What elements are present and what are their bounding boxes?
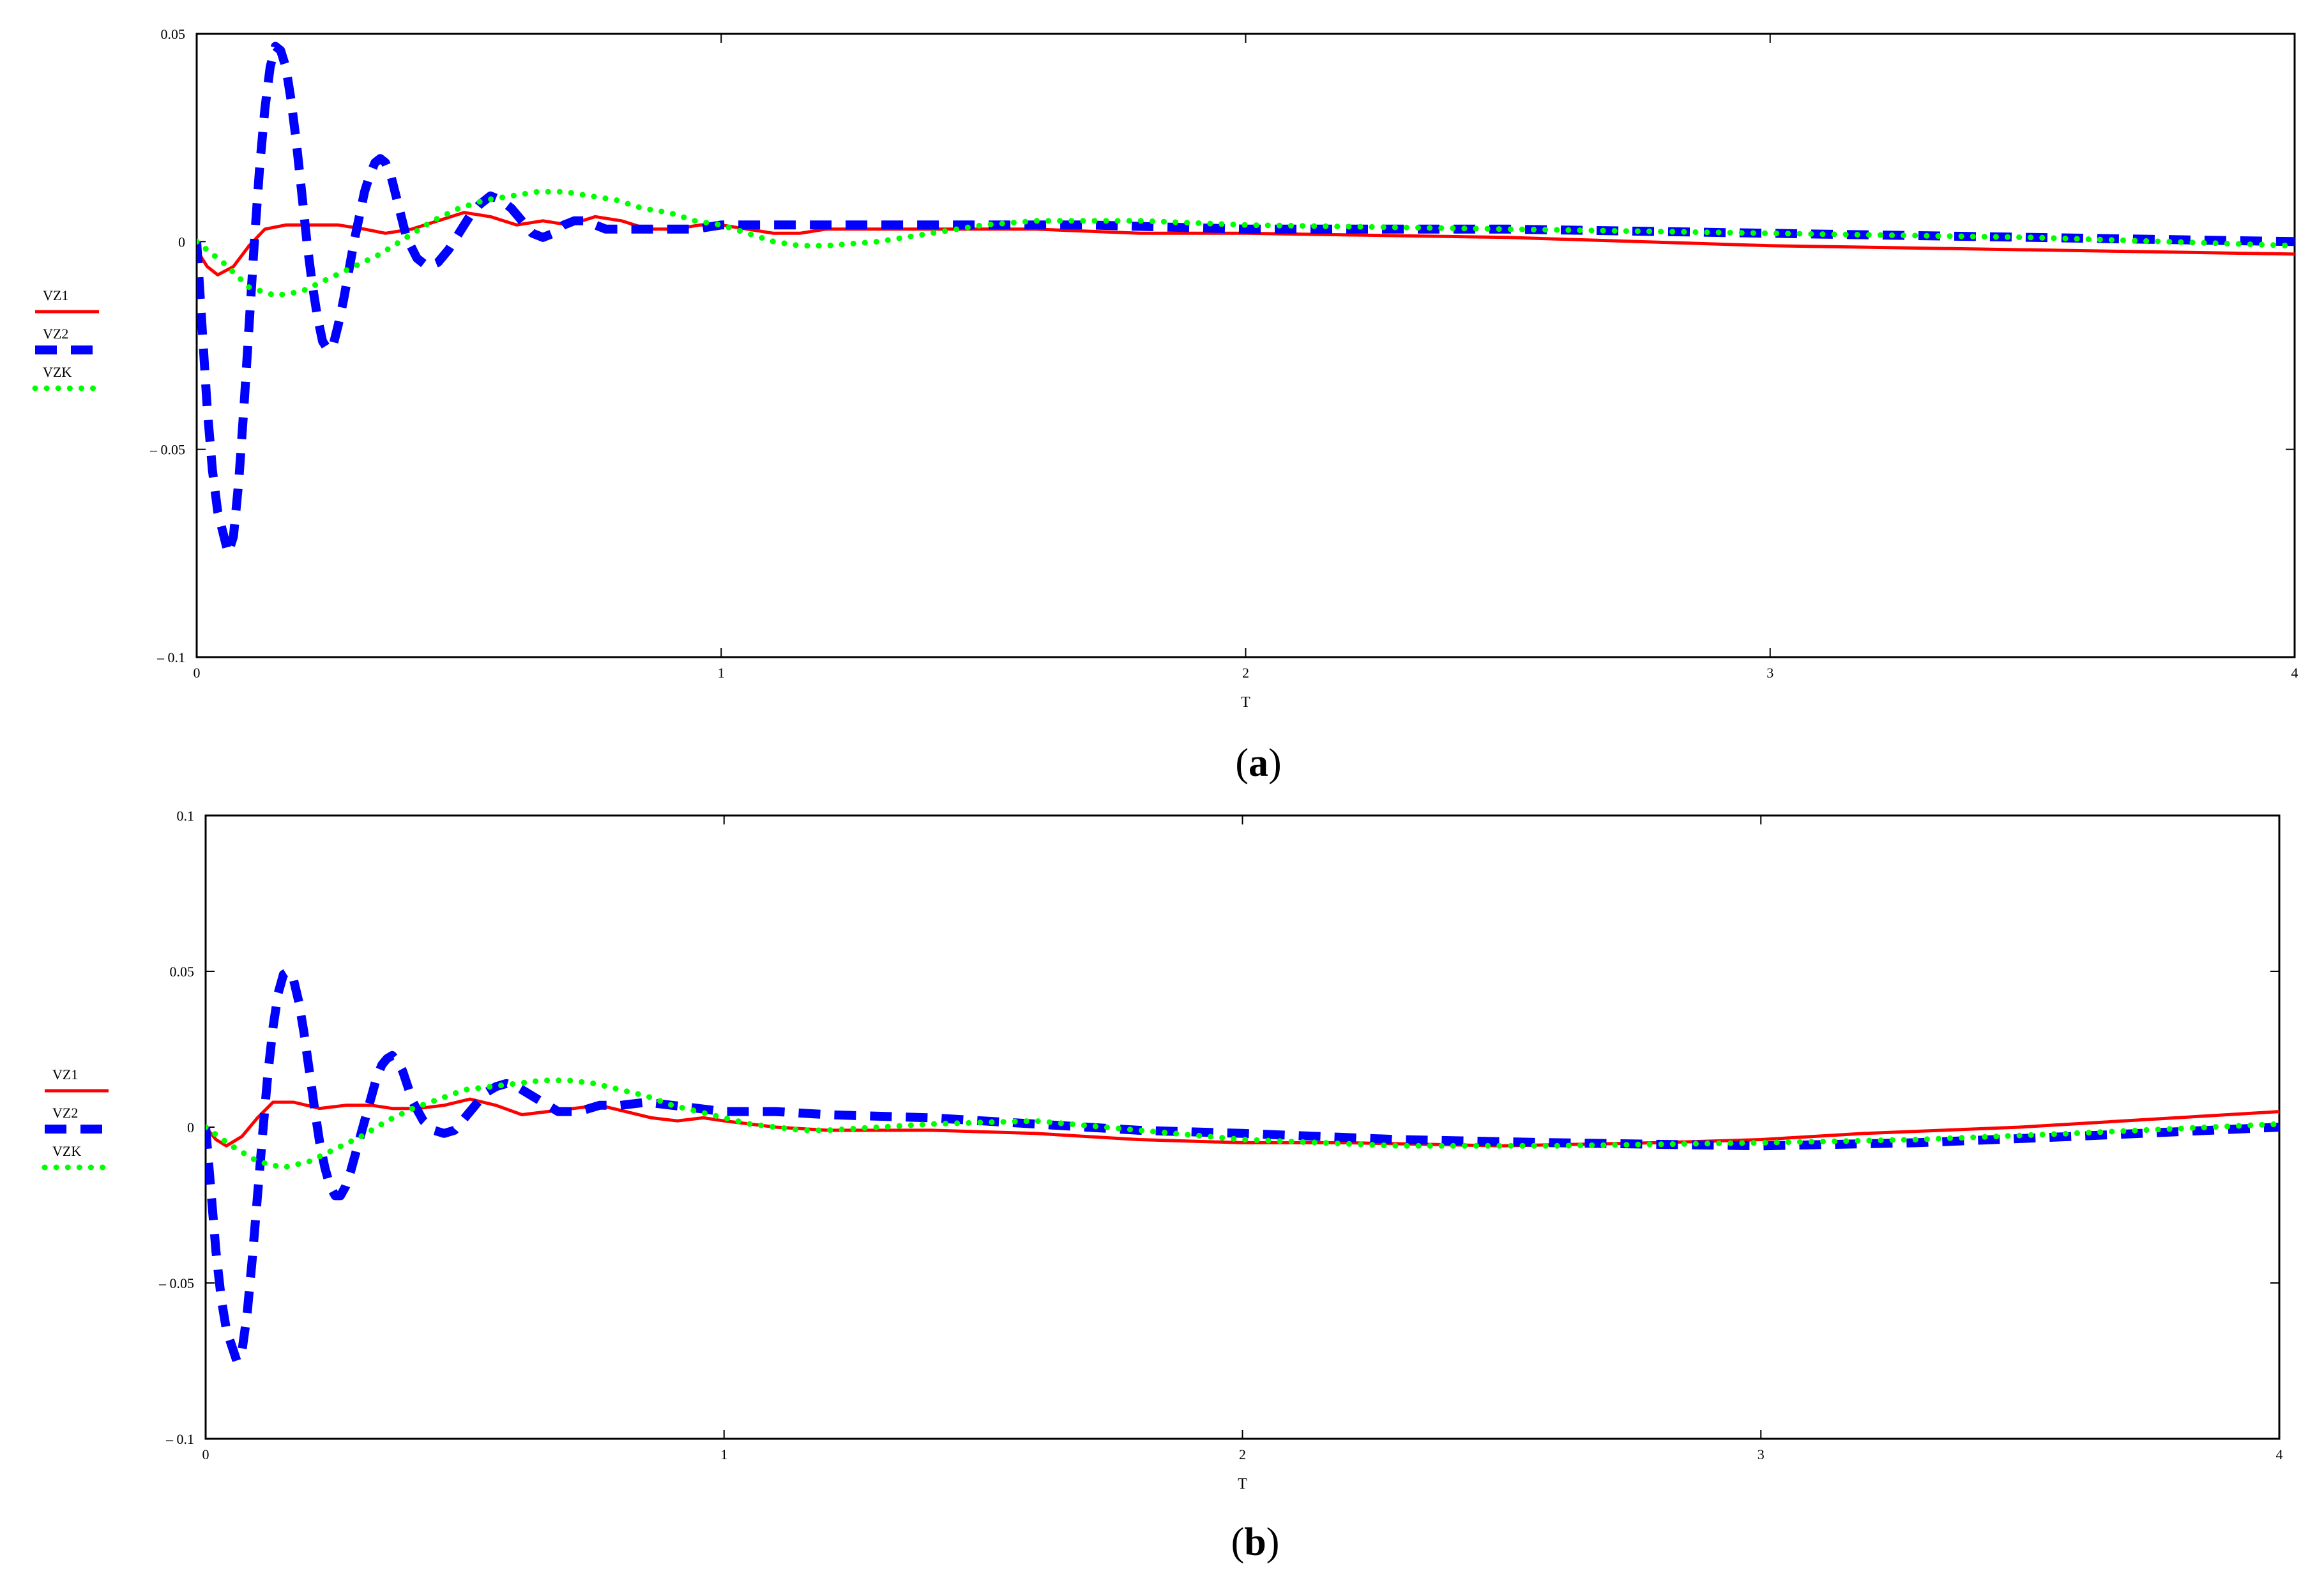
x-axis-label: T (1241, 694, 1250, 711)
y-tick-label: – 0.05 (158, 1275, 194, 1291)
legend-label-vz1: VZ1 (52, 1066, 78, 1082)
legend-label-vzk: VZK (43, 364, 72, 380)
x-tick-label: 0 (194, 665, 201, 681)
x-tick-label: 4 (2276, 1446, 2283, 1462)
x-tick-label: 4 (2291, 665, 2298, 681)
y-tick-label: 0.05 (161, 26, 186, 42)
plot-area (197, 42, 2295, 558)
x-tick-label: 0 (202, 1446, 209, 1462)
x-axis-label: T (1238, 1476, 1247, 1492)
y-tick-label: – 0.1 (165, 1431, 194, 1447)
series-line-vz2 (197, 42, 2295, 558)
series-line-vz1 (197, 211, 2295, 277)
y-tick-label: 0.1 (177, 808, 195, 824)
chart-panel-b: 0 1 2 3 4 T 0.1 0.05 0 – 0.05 – 0.1 VZ1 VZ2 VZK (b) (42, 808, 2283, 1564)
legend-label-vz1: VZ1 (43, 287, 68, 303)
y-tick-label: 0 (187, 1119, 194, 1135)
y-tick-label: 0 (178, 234, 185, 250)
plot-area (206, 967, 2279, 1365)
panel-caption: (a) (1235, 741, 1281, 785)
y-tick-label: – 0.05 (149, 442, 185, 458)
x-tick-label: 3 (1766, 665, 1773, 681)
legend-label-vz2: VZ2 (43, 326, 68, 342)
y-tick-label: – 0.1 (156, 649, 185, 665)
chart-panel-a: 0 1 2 3 4 T 0.05 0 – 0.05 – 0.1 VZ1 VZ2 VZK (a) (32, 26, 2298, 785)
y-tick-label: 0.05 (170, 964, 195, 980)
panel-caption: (b) (1231, 1521, 1280, 1564)
x-tick-label: 2 (1239, 1446, 1246, 1462)
series-line-vz2 (206, 967, 2279, 1365)
legend-label-vzk: VZK (52, 1143, 81, 1159)
legend-label-vz2: VZ2 (52, 1105, 78, 1121)
x-tick-label: 3 (1758, 1446, 1765, 1462)
plot-frame (195, 33, 2296, 658)
x-tick-label: 1 (718, 665, 725, 681)
plot-frame (204, 814, 2281, 1440)
series-line-vzk (197, 188, 2295, 299)
x-tick-label: 1 (720, 1446, 727, 1462)
x-tick-label: 2 (1242, 665, 1249, 681)
series-line-vzk (206, 1077, 2279, 1171)
